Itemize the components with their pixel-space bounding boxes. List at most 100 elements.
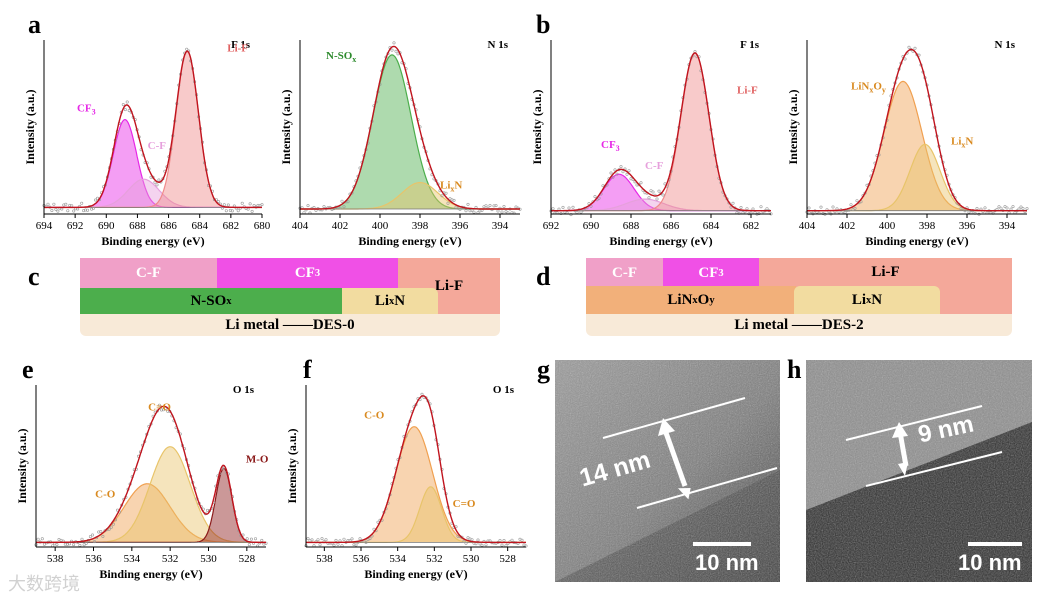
peak-fill-c=o [306, 486, 526, 543]
raw-data-point [247, 543, 251, 547]
raw-data-point [446, 201, 450, 205]
raw-data-point [731, 201, 735, 205]
raw-data-point [153, 180, 157, 184]
tem-image-g: 14 nm 10 nm [555, 360, 780, 582]
raw-data-point [249, 537, 253, 541]
x-tick-label: 536 [85, 553, 102, 565]
raw-data-point [322, 205, 326, 209]
x-tick-label: 690 [583, 220, 600, 232]
sei-schematic-c: C-F CF 3 Li-F N-SO x Li x N Li metal ——DES-0 [80, 258, 500, 338]
watermark: 大数跨境 [8, 574, 80, 594]
peak-label-c-f: C-F [645, 160, 664, 172]
x-tick-label: 532 [162, 553, 179, 565]
peak-fill-c-o [36, 483, 266, 543]
raw-data-point [101, 534, 105, 538]
panel-letter-a: a [28, 10, 41, 39]
raw-data-point [661, 193, 665, 197]
raw-data-point [84, 541, 88, 545]
raw-data-point [651, 190, 655, 194]
raw-data-point [729, 205, 733, 209]
peak-fill-c=o [36, 446, 266, 543]
peak-fill-c-f [551, 199, 771, 211]
raw-data-point [352, 543, 356, 547]
x-tick-label: 528 [499, 553, 516, 565]
raw-data-point [440, 194, 444, 198]
raw-data-point [222, 203, 226, 207]
peak-label-lixn: LixN [951, 135, 973, 149]
raw-data-point [759, 205, 763, 209]
raw-data-point [765, 207, 769, 211]
panel-letter-e: e [22, 355, 34, 384]
raw-data-point [983, 206, 987, 210]
raw-data-point [56, 209, 60, 213]
peak-label-m-o: M-O [246, 453, 269, 465]
fit-envelope [300, 45, 520, 210]
raw-data-point [346, 200, 350, 204]
raw-data-point [611, 175, 615, 179]
raw-data-point [997, 205, 1001, 209]
raw-data-point [655, 197, 659, 201]
raw-data-point [502, 539, 506, 543]
peak-label-n-sox: N-SOx [326, 50, 356, 64]
raw-data-point [123, 108, 127, 112]
raw-data-point [1025, 207, 1029, 211]
raw-data-point [476, 538, 480, 542]
core-level-label: O 1s [493, 384, 515, 396]
raw-data-point [472, 210, 476, 214]
raw-data-point [579, 210, 583, 214]
core-level-label: N 1s [488, 39, 509, 51]
raw-data-point [625, 172, 629, 176]
peak-label-lixn: LixN [440, 180, 462, 194]
x-tick-label: 680 [254, 220, 271, 232]
raw-data-point [157, 178, 161, 182]
raw-data-point [963, 209, 967, 213]
peak-fill-m-o [36, 468, 266, 543]
x-tick-label: 688 [623, 220, 640, 232]
raw-data-point [649, 189, 653, 193]
raw-data-point [635, 183, 639, 187]
raw-data-point [342, 205, 346, 209]
raw-data-point [484, 204, 488, 208]
raw-data-point [46, 202, 50, 206]
x-tick-label: 402 [332, 220, 349, 232]
x-tick-label: 688 [129, 220, 146, 232]
core-level-label: N 1s [995, 39, 1016, 51]
peak-fill-lixn [807, 144, 1027, 211]
raw-data-point [1005, 206, 1009, 210]
panel-letter-b: b [536, 10, 551, 39]
tem-micrograph-h [806, 360, 1032, 582]
raw-data-point [92, 206, 96, 210]
x-tick-label: 530 [463, 553, 480, 565]
raw-data-point [903, 57, 907, 61]
raw-data-point [88, 535, 92, 539]
raw-data-point [80, 201, 84, 205]
layer-d-cf: C-F [586, 258, 663, 288]
raw-data-point [109, 525, 113, 529]
scale-label-h: 10 nm [958, 550, 1022, 575]
x-tick-label: 684 [191, 220, 208, 232]
raw-data-point [206, 508, 210, 512]
raw-data-point [504, 210, 508, 214]
core-level-label: O 1s [233, 384, 255, 396]
raw-data-point [1011, 205, 1015, 209]
layer-c-li-metal: Li metal ——DES-0 [80, 314, 500, 336]
x-tick-label: 682 [223, 220, 240, 232]
raw-data-point [68, 203, 72, 207]
thickness-arrow-h [897, 431, 909, 467]
layer-c-lixn: Li x N [342, 288, 438, 314]
peak-label-cf3: CF3 [77, 103, 96, 117]
raw-data-point [80, 537, 84, 541]
raw-data-point [999, 206, 1003, 210]
x-tick-label: 538 [47, 553, 64, 565]
x-tick-label: 690 [98, 220, 115, 232]
x-tick-label: 530 [200, 553, 217, 565]
fit-envelope [807, 48, 1027, 212]
peak-label-li-f: Li-F [737, 84, 758, 96]
raw-data-point [567, 206, 571, 210]
panel-letter-g: g [537, 355, 550, 384]
raw-data-point [444, 191, 448, 195]
raw-data-point [320, 537, 324, 541]
raw-data-point [99, 530, 103, 534]
layer-c-cf3: CF 3 [217, 258, 398, 288]
layer-c-cf: C-F [80, 258, 217, 288]
